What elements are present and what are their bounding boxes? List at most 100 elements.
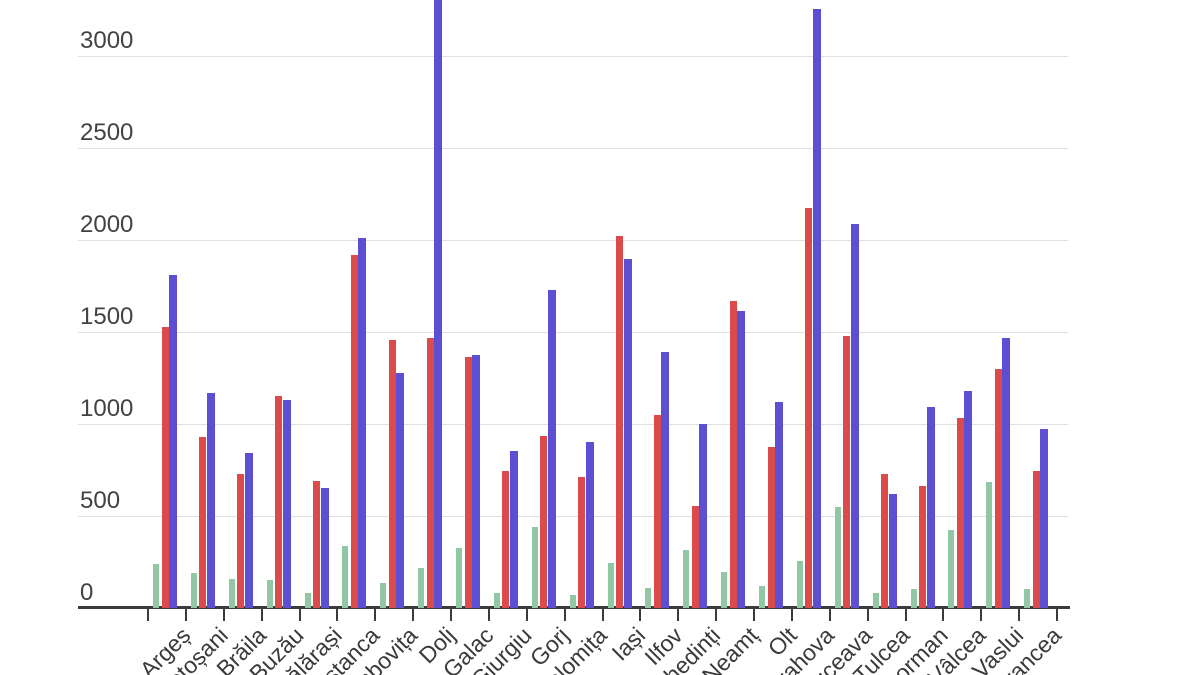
x-axis-tick: [147, 609, 149, 621]
x-axis-tick: [942, 609, 944, 621]
bar-series-3-purple-calarasi[interactable]: [320, 488, 329, 608]
bar-series-1-green-olt[interactable]: [759, 585, 765, 608]
bar-series-2-red-botosani[interactable]: [199, 436, 207, 608]
bar-series-1-green-ilfov[interactable]: [645, 587, 652, 608]
bar-series-2-red-calarasi[interactable]: [313, 481, 320, 608]
bar-series-3-purple-gorj[interactable]: [547, 289, 556, 608]
bar-series-3-purple-vrancea[interactable]: [1040, 428, 1049, 608]
bar-series-2-red-iasi[interactable]: [616, 236, 623, 608]
bar-series-3-purple-iasi[interactable]: [623, 259, 632, 608]
bar-series-3-purple-arges[interactable]: [169, 275, 177, 608]
bar-series-1-green-dolj[interactable]: [418, 567, 425, 608]
gridline-3000: [78, 56, 1068, 57]
x-axis-tick: [715, 609, 717, 621]
bar-series-1-green-calarasi[interactable]: [304, 593, 311, 608]
bar-series-2-red-gorj[interactable]: [540, 436, 548, 608]
bar-series-2-red-neamt[interactable]: [729, 300, 737, 608]
bar-series-2-red-olt[interactable]: [767, 447, 775, 608]
gridline-2500: [78, 148, 1068, 149]
x-axis-category-label: Iași: [606, 622, 650, 666]
x-axis-tick: [905, 609, 907, 621]
bar-series-3-purple-mehedinti[interactable]: [699, 424, 708, 608]
x-axis-tick: [488, 609, 490, 621]
bar-series-2-red-dolj[interactable]: [426, 338, 434, 608]
bar-series-3-purple-tulcea[interactable]: [888, 493, 897, 608]
bar-series-3-purple-teleorman[interactable]: [926, 406, 935, 608]
x-axis-tick: [867, 609, 869, 621]
bar-series-3-purple-dolj[interactable]: [434, 0, 443, 608]
bar-series-1-green-ialomita[interactable]: [569, 595, 576, 608]
bar-series-1-green-constanca[interactable]: [342, 546, 349, 608]
bar-series-1-green-neamt[interactable]: [721, 572, 728, 608]
bar-series-3-purple-olt[interactable]: [775, 401, 783, 608]
bar-series-3-purple-braila[interactable]: [244, 452, 253, 608]
bar-series-1-green-suceava[interactable]: [834, 506, 841, 608]
bar-series-3-purple-neamt[interactable]: [737, 310, 746, 608]
bar-series-1-green-mehedinti[interactable]: [683, 550, 690, 608]
gridline-1500: [78, 332, 1068, 333]
bar-series-3-purple-suceava[interactable]: [850, 224, 859, 608]
bar-series-2-red-galac[interactable]: [464, 356, 472, 608]
x-axis-tick: [753, 609, 755, 621]
bar-series-1-green-arges[interactable]: [153, 563, 159, 608]
bar-series-3-purple-vaslui[interactable]: [1002, 338, 1011, 608]
gridline-1000: [78, 424, 1068, 425]
x-axis-tick: [526, 609, 528, 621]
bar-series-2-red-prahova[interactable]: [805, 207, 813, 608]
bar-series-1-green-prahova[interactable]: [796, 561, 803, 608]
x-axis-tick: [1056, 609, 1058, 621]
bar-series-2-red-arges[interactable]: [161, 326, 169, 608]
bar-series-2-red-ilfov[interactable]: [653, 414, 661, 608]
bar-series-2-red-vaslui[interactable]: [994, 368, 1002, 608]
bar-series-1-green-botosani[interactable]: [190, 573, 197, 608]
bar-series-1-green-giurgiu[interactable]: [493, 593, 500, 608]
bar-series-3-purple-galac[interactable]: [472, 355, 480, 608]
bar-series-1-green-vrancea[interactable]: [1024, 588, 1031, 608]
bar-series-2-red-braila[interactable]: [237, 473, 245, 608]
bar-series-2-red-constanca[interactable]: [350, 254, 358, 608]
x-axis-tick: [1018, 609, 1020, 621]
gridline-2000: [78, 240, 1068, 241]
bar-series-2-red-vrancea[interactable]: [1032, 470, 1040, 608]
bar-series-3-purple-ialomita[interactable]: [585, 442, 594, 608]
bar-series-3-purple-buzau[interactable]: [282, 400, 291, 608]
x-axis-tick: [564, 609, 566, 621]
y-axis-tick-label: 500: [80, 487, 121, 514]
bar-series-1-green-teleorman[interactable]: [910, 588, 917, 608]
bar-series-2-red-valcea[interactable]: [956, 417, 964, 608]
bar-series-1-green-gorj[interactable]: [531, 527, 538, 608]
bar-series-1-green-valcea[interactable]: [948, 529, 955, 608]
bar-series-3-purple-prahova[interactable]: [812, 9, 821, 608]
bar-series-1-green-iasi[interactable]: [607, 562, 614, 608]
bar-series-1-green-dambovita[interactable]: [380, 583, 387, 608]
bar-series-3-purple-dambovita[interactable]: [396, 372, 405, 608]
bar-series-2-red-ialomita[interactable]: [578, 477, 586, 608]
x-axis-tick: [791, 609, 793, 621]
bar-series-1-green-braila[interactable]: [228, 578, 235, 608]
bar-series-1-green-vaslui[interactable]: [986, 482, 993, 608]
bar-series-2-red-dambovita[interactable]: [388, 340, 396, 608]
bar-series-3-purple-valcea[interactable]: [964, 390, 973, 608]
bar-series-2-red-tulcea[interactable]: [881, 473, 889, 608]
bar-series-2-red-giurgiu[interactable]: [502, 470, 510, 608]
bar-series-3-purple-ilfov[interactable]: [661, 352, 670, 608]
x-axis-tick: [639, 609, 641, 621]
bar-series-1-green-tulcea[interactable]: [872, 593, 879, 608]
bar-series-3-purple-giurgiu[interactable]: [509, 450, 518, 608]
bar-series-2-red-mehedinti[interactable]: [691, 505, 699, 608]
x-axis-tick: [412, 609, 414, 621]
y-axis-tick-label: 1000: [80, 395, 134, 422]
bar-series-1-green-buzau[interactable]: [266, 579, 273, 608]
bar-series-2-red-teleorman[interactable]: [919, 485, 926, 608]
x-axis-tick: [829, 609, 831, 621]
x-axis-tick: [223, 609, 225, 621]
x-axis-tick: [374, 609, 376, 621]
bar-series-1-green-galac[interactable]: [456, 548, 462, 608]
x-axis-tick: [261, 609, 263, 621]
bar-series-3-purple-constanca[interactable]: [358, 238, 367, 608]
bar-series-3-purple-botosani[interactable]: [206, 392, 215, 608]
bar-series-2-red-buzau[interactable]: [275, 396, 283, 608]
x-axis-tick: [677, 609, 679, 621]
bar-series-2-red-suceava[interactable]: [843, 335, 851, 608]
